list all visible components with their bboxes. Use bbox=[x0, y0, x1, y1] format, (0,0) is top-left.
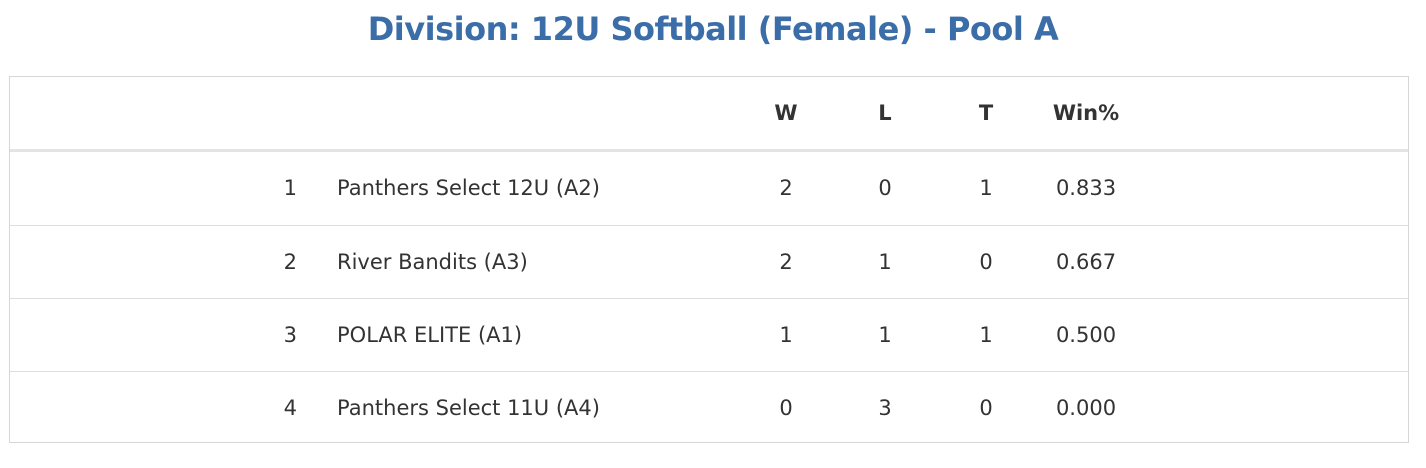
win-pct: 0.667 bbox=[1055, 250, 1117, 274]
standings-table: W L T Win% 1 Panthers Select 12U (A2) 2 0 1 0.833… bbox=[9, 76, 1409, 443]
rank: 2 bbox=[283, 250, 297, 274]
column-header: T bbox=[978, 101, 994, 125]
ties: 0 bbox=[979, 396, 993, 420]
win-pct: 0.833 bbox=[1055, 176, 1117, 200]
losses: 1 bbox=[878, 323, 892, 347]
losses: 0 bbox=[878, 176, 892, 200]
losses: 1 bbox=[878, 250, 892, 274]
wins: 2 bbox=[779, 176, 793, 200]
column-header: L bbox=[878, 101, 892, 125]
team-row: 2 River Bandits (A3) 2 1 0 0.667 bbox=[10, 225, 1408, 298]
column-header: Win% bbox=[1052, 101, 1120, 125]
ties: 1 bbox=[979, 323, 993, 347]
rank: 3 bbox=[283, 323, 297, 347]
team-row: 4 Panthers Select 11U (A4) 0 3 0 0.000 bbox=[10, 371, 1408, 444]
team-name: Panthers Select 12U (A2) bbox=[337, 176, 600, 200]
title: Division: 12U Softball (Female) - Pool A bbox=[367, 10, 1059, 48]
win-pct: 0.500 bbox=[1055, 323, 1117, 347]
team-row: 3 POLAR ELITE (A1) 1 1 1 0.500 bbox=[10, 298, 1408, 371]
win-pct: 0.000 bbox=[1055, 396, 1117, 420]
team-row: 1 Panthers Select 12U (A2) 2 0 1 0.833 bbox=[10, 152, 1408, 224]
wins: 0 bbox=[779, 396, 793, 420]
wins: 1 bbox=[779, 323, 793, 347]
team-name: River Bandits (A3) bbox=[337, 250, 528, 274]
team-name: Panthers Select 11U (A4) bbox=[337, 396, 600, 420]
wins: 2 bbox=[779, 250, 793, 274]
rank: 1 bbox=[283, 176, 297, 200]
team-name: POLAR ELITE (A1) bbox=[337, 323, 523, 347]
losses: 3 bbox=[878, 396, 892, 420]
ties: 1 bbox=[979, 176, 993, 200]
column-header: W bbox=[774, 101, 798, 125]
rank: 4 bbox=[283, 396, 297, 420]
ties: 0 bbox=[979, 250, 993, 274]
header-row: W L T Win% bbox=[10, 77, 1408, 152]
